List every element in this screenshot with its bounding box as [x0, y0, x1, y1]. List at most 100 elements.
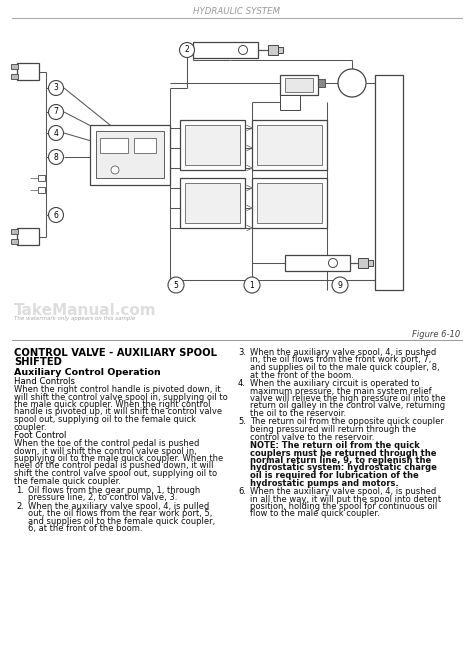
Text: 2.: 2. [16, 502, 24, 511]
Circle shape [48, 81, 64, 96]
Text: 6, at the front of the boom.: 6, at the front of the boom. [28, 525, 143, 534]
Text: the male quick coupler. When the right control: the male quick coupler. When the right c… [14, 400, 210, 409]
Text: handle is pivoted up, it will shift the control valve: handle is pivoted up, it will shift the … [14, 408, 222, 417]
Text: and supplies oil to the male quick coupler, 8,: and supplies oil to the male quick coupl… [250, 363, 439, 372]
Circle shape [48, 126, 64, 141]
Text: The watermark only appears on this sample: The watermark only appears on this sampl… [14, 316, 135, 321]
Bar [193, 42, 258, 58]
Bar [185, 125, 240, 165]
Text: in, the oil flows from the front work port, 7,: in, the oil flows from the front work po… [250, 355, 431, 365]
Bar [252, 178, 327, 228]
Text: When the auxiliary valve spool, 4, is pulled: When the auxiliary valve spool, 4, is pu… [28, 502, 209, 511]
Text: in all the way, it will put the spool into detent: in all the way, it will put the spool in… [250, 495, 441, 503]
Bar [134, 138, 156, 153]
Text: pressure line, 2, to control valve, 3.: pressure line, 2, to control valve, 3. [28, 493, 177, 503]
Circle shape [48, 105, 64, 120]
Bar [318, 79, 325, 87]
Bar [11, 74, 18, 79]
Text: hydrostatic pumps and motors.: hydrostatic pumps and motors. [250, 478, 399, 488]
Text: will shift the control valve spool in, supplying oil to: will shift the control valve spool in, s… [14, 393, 228, 402]
Text: 5: 5 [173, 281, 178, 290]
Text: Oil flows from the gear pump, 1, through: Oil flows from the gear pump, 1, through [28, 486, 200, 495]
Text: Hand Controls: Hand Controls [14, 377, 75, 386]
Text: heel of the control pedal is pushed down, it will: heel of the control pedal is pushed down… [14, 462, 213, 471]
Text: 6: 6 [54, 210, 58, 219]
Bar [185, 183, 240, 223]
Text: 3.: 3. [238, 348, 246, 357]
Text: the female quick coupler.: the female quick coupler. [14, 477, 121, 486]
Bar [368, 260, 373, 266]
Bar [285, 78, 313, 92]
Bar [11, 229, 18, 234]
Circle shape [338, 69, 366, 97]
Bar [252, 120, 327, 170]
Bar [280, 95, 300, 110]
Bar [278, 47, 283, 53]
Bar [90, 125, 170, 185]
Text: When the auxiliary circuit is operated to: When the auxiliary circuit is operated t… [250, 379, 419, 388]
Text: 9: 9 [337, 281, 342, 290]
Circle shape [180, 42, 194, 57]
Text: out, the oil flows from the rear work port, 5,: out, the oil flows from the rear work po… [28, 510, 212, 518]
Bar [180, 178, 245, 228]
Circle shape [332, 277, 348, 293]
Bar [96, 131, 164, 178]
Text: Auxiliary Control Operation: Auxiliary Control Operation [14, 368, 161, 377]
Bar [17, 63, 39, 80]
Text: 1.: 1. [16, 486, 24, 495]
Bar [38, 187, 45, 193]
Text: When the toe of the control pedal is pushed: When the toe of the control pedal is pus… [14, 439, 200, 448]
Text: SHIFTED: SHIFTED [14, 357, 62, 367]
Text: position, holding the spool for continuous oil: position, holding the spool for continuo… [250, 502, 437, 511]
Circle shape [111, 166, 119, 174]
Text: CONTROL VALVE - AUXILIARY SPOOL: CONTROL VALVE - AUXILIARY SPOOL [14, 348, 217, 358]
Text: 7: 7 [54, 107, 58, 117]
Circle shape [328, 258, 337, 268]
Circle shape [168, 277, 184, 293]
Text: couplers must be returned through the: couplers must be returned through the [250, 449, 437, 458]
Bar [257, 183, 322, 223]
Text: supplying oil to the male quick coupler. When the: supplying oil to the male quick coupler.… [14, 454, 223, 463]
Text: 1: 1 [250, 281, 255, 290]
Text: 4.: 4. [238, 379, 246, 388]
Text: spool out, supplying oil to the female quick: spool out, supplying oil to the female q… [14, 415, 196, 424]
Bar [358, 258, 368, 268]
Text: down, it will shift the control valve spool in,: down, it will shift the control valve sp… [14, 447, 197, 456]
Text: 3: 3 [54, 83, 58, 92]
Text: The return oil from the opposite quick coupler: The return oil from the opposite quick c… [250, 417, 444, 426]
Text: the oil to the reservoir.: the oil to the reservoir. [250, 409, 346, 418]
Text: and supplies oil to the female quick coupler,: and supplies oil to the female quick cou… [28, 517, 215, 526]
Text: oil is required for lubrication of the: oil is required for lubrication of the [250, 471, 419, 480]
Bar [268, 45, 278, 55]
Text: 4: 4 [54, 128, 58, 137]
Text: Figure 6-10: Figure 6-10 [412, 330, 460, 339]
Text: flow to the male quick coupler.: flow to the male quick coupler. [250, 510, 380, 518]
Bar [11, 239, 18, 244]
Circle shape [48, 208, 64, 223]
Text: 5.: 5. [238, 417, 246, 426]
Bar [180, 120, 245, 170]
Bar [280, 75, 318, 95]
Bar [285, 255, 350, 271]
Text: return oil galley in the control valve, returning: return oil galley in the control valve, … [250, 402, 445, 411]
Text: coupler.: coupler. [14, 422, 47, 432]
Text: shift the control valve spool out, supplying oil to: shift the control valve spool out, suppl… [14, 469, 217, 478]
Text: Foot Control: Foot Control [14, 431, 66, 440]
Text: valve will relieve the high pressure oil into the: valve will relieve the high pressure oil… [250, 394, 446, 403]
Text: When the auxiliary valve spool, 4, is pushed: When the auxiliary valve spool, 4, is pu… [250, 348, 436, 357]
Circle shape [238, 46, 247, 55]
Text: 2: 2 [185, 46, 190, 55]
Text: When the auxiliary valve spool, 4, is pushed: When the auxiliary valve spool, 4, is pu… [250, 487, 436, 496]
Bar [17, 228, 39, 245]
Text: normal return line, 9, to replenish the: normal return line, 9, to replenish the [250, 456, 431, 465]
Text: TakeManual.com: TakeManual.com [14, 303, 156, 318]
Text: NOTE: The return oil from the quick: NOTE: The return oil from the quick [250, 441, 420, 450]
Text: HYDRAULIC SYSTEM: HYDRAULIC SYSTEM [193, 8, 281, 16]
Text: hydrostatic system: hydrostatic charge: hydrostatic system: hydrostatic charge [250, 464, 437, 473]
Bar [38, 175, 45, 181]
Text: maximum pressure, the main system relief: maximum pressure, the main system relief [250, 387, 432, 396]
Circle shape [244, 277, 260, 293]
Text: control valve to the reservoir.: control valve to the reservoir. [250, 432, 374, 441]
Text: 8: 8 [54, 152, 58, 161]
Bar [100, 138, 128, 153]
